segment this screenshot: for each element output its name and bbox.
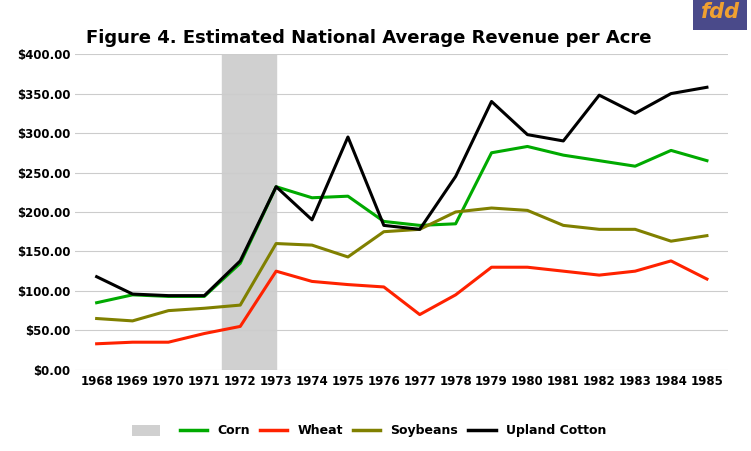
Title: Figure 4. Estimated National Average Revenue per Acre: Figure 4. Estimated National Average Rev… — [86, 29, 652, 47]
Legend: , Corn, Wheat, Soybeans, Upland Cotton: , Corn, Wheat, Soybeans, Upland Cotton — [127, 419, 611, 442]
Text: fdd: fdd — [701, 2, 740, 22]
Bar — [222, 54, 276, 370]
